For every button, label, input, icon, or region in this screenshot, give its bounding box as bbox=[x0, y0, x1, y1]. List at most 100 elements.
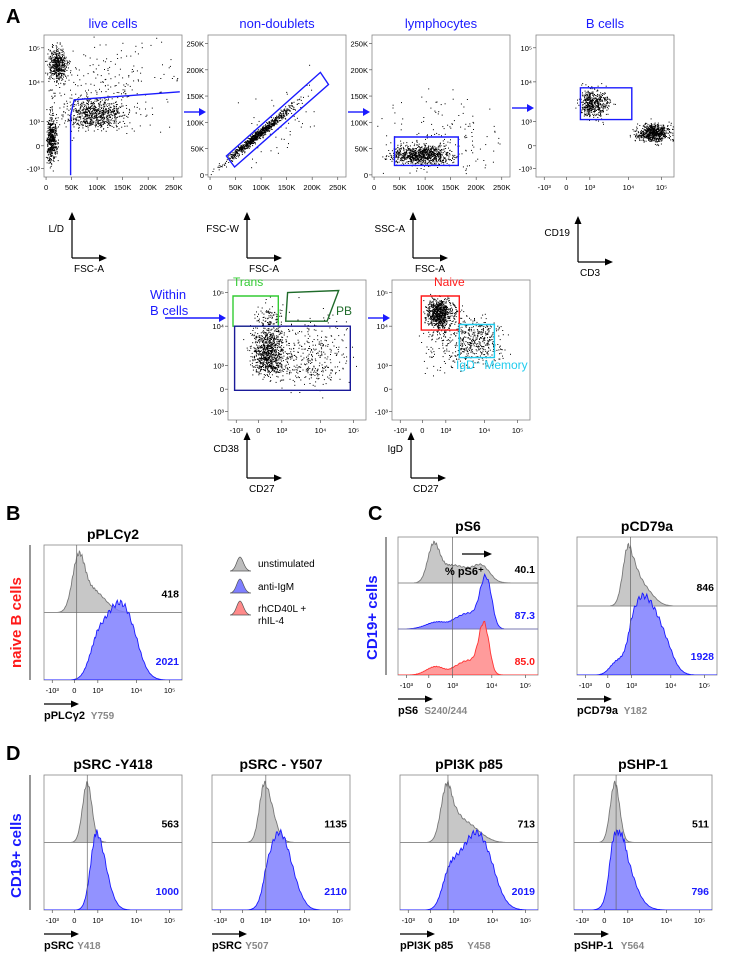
event-dot bbox=[584, 90, 586, 92]
event-dot bbox=[587, 95, 589, 97]
event-dot bbox=[93, 109, 95, 111]
event-dot bbox=[446, 162, 448, 164]
event-dot bbox=[71, 94, 73, 96]
event-dot bbox=[107, 84, 109, 86]
event-dot bbox=[62, 72, 64, 74]
event-dot bbox=[55, 146, 56, 148]
event-dot bbox=[247, 144, 248, 146]
event-dot bbox=[70, 72, 71, 74]
event-dot bbox=[54, 53, 56, 55]
event-dot bbox=[258, 137, 260, 139]
event-dot bbox=[54, 61, 56, 63]
gate bbox=[225, 71, 330, 169]
event-dot bbox=[105, 102, 106, 104]
event-dot bbox=[248, 144, 249, 146]
event-dot bbox=[100, 121, 102, 123]
event-dot bbox=[105, 120, 107, 122]
event-dot bbox=[447, 141, 449, 143]
event-dot bbox=[669, 137, 670, 139]
event-dot bbox=[581, 112, 583, 114]
event-dot bbox=[597, 90, 599, 92]
event-dot bbox=[168, 67, 170, 69]
event-dot bbox=[252, 142, 254, 144]
event-dot bbox=[445, 160, 447, 162]
event-dot bbox=[292, 108, 294, 110]
event-dot bbox=[242, 145, 244, 147]
event-dot bbox=[643, 135, 645, 137]
event-dot bbox=[444, 145, 446, 147]
event-dot bbox=[413, 148, 415, 150]
event-dot bbox=[79, 115, 81, 117]
event-dot bbox=[51, 106, 53, 108]
event-dot bbox=[263, 130, 264, 132]
event-dot bbox=[586, 114, 588, 116]
event-dot bbox=[76, 111, 78, 113]
event-dot bbox=[589, 100, 591, 102]
event-dot bbox=[62, 62, 63, 63]
event-dot bbox=[262, 134, 264, 136]
event-dot bbox=[59, 92, 61, 94]
event-dot bbox=[51, 141, 52, 142]
event-dot bbox=[262, 129, 264, 131]
event-dot bbox=[107, 95, 109, 97]
event-dot bbox=[91, 114, 93, 116]
event-dot bbox=[220, 165, 222, 167]
event-dot bbox=[105, 91, 107, 93]
event-dot bbox=[105, 111, 107, 113]
y-tick-label: 10⁵ bbox=[29, 44, 40, 53]
event-dot bbox=[86, 99, 88, 101]
event-dot bbox=[400, 154, 402, 156]
event-dot bbox=[649, 130, 651, 132]
event-dot bbox=[82, 108, 84, 110]
event-dot bbox=[84, 122, 86, 124]
event-dot bbox=[78, 127, 80, 129]
event-dot bbox=[416, 157, 418, 159]
event-dot bbox=[289, 110, 290, 112]
event-dot bbox=[253, 138, 255, 140]
event-dot bbox=[86, 92, 88, 94]
event-dot bbox=[416, 154, 418, 156]
event-dot bbox=[224, 162, 226, 164]
event-dot bbox=[588, 96, 590, 98]
event-dot bbox=[257, 131, 258, 133]
event-dot bbox=[273, 120, 275, 122]
event-dot bbox=[73, 110, 75, 112]
event-dot bbox=[672, 140, 674, 142]
event-dot bbox=[50, 134, 52, 136]
event-dot bbox=[56, 57, 58, 59]
event-dot bbox=[598, 120, 599, 122]
event-dot bbox=[437, 113, 439, 115]
event-dot bbox=[425, 152, 427, 154]
event-dot bbox=[409, 154, 411, 156]
event-dot bbox=[444, 133, 446, 135]
event-dot bbox=[53, 59, 55, 61]
event-dot bbox=[437, 167, 439, 168]
event-dot bbox=[85, 106, 87, 108]
event-dot bbox=[87, 117, 89, 119]
event-dot bbox=[246, 140, 248, 142]
event-dot bbox=[90, 113, 92, 115]
event-dot bbox=[650, 132, 652, 134]
event-dot bbox=[227, 155, 229, 157]
event-dot bbox=[64, 67, 66, 69]
event-dot bbox=[267, 128, 269, 130]
event-dot bbox=[443, 161, 445, 163]
event-dot bbox=[53, 50, 55, 52]
event-dot bbox=[589, 119, 590, 121]
event-dot bbox=[589, 101, 591, 103]
event-dot bbox=[115, 101, 117, 103]
event-dot bbox=[417, 161, 419, 163]
event-dot bbox=[602, 93, 604, 95]
event-dot bbox=[430, 155, 432, 156]
event-dot bbox=[106, 113, 108, 115]
event-dot bbox=[49, 144, 51, 145]
event-dot bbox=[84, 116, 86, 118]
event-dot bbox=[453, 155, 455, 157]
event-dot bbox=[109, 106, 111, 108]
event-dot bbox=[116, 53, 118, 55]
event-dot bbox=[605, 106, 607, 108]
event-dot bbox=[271, 129, 273, 130]
event-dot bbox=[273, 125, 275, 127]
event-dot bbox=[381, 118, 383, 120]
event-dot bbox=[416, 144, 418, 146]
